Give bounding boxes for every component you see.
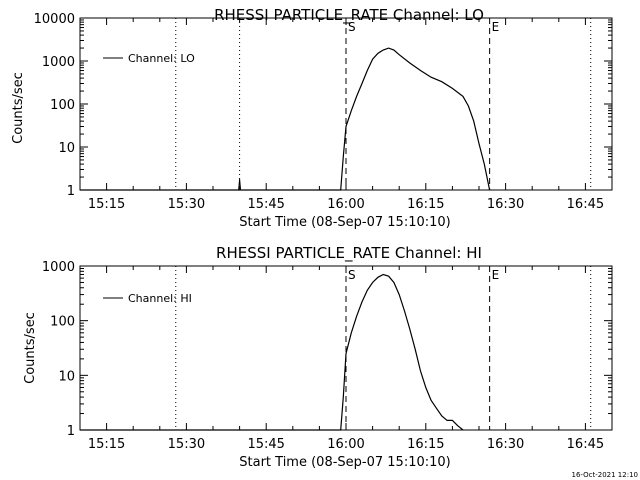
legend-label: Channel: LO bbox=[128, 52, 195, 65]
chart-panel-hi: RHESSI PARTICLE_RATE Channel: HI Start T… bbox=[23, 244, 613, 470]
y-tick-label: 100 bbox=[50, 98, 75, 113]
y-tick-label: 10 bbox=[58, 369, 75, 384]
y-tick-label: 1000 bbox=[42, 260, 75, 275]
x-tick-label: 15:45 bbox=[247, 197, 284, 212]
x-tick-label: 15:30 bbox=[168, 197, 205, 212]
x-tick-label: 16:45 bbox=[567, 437, 604, 452]
marker-label-s: S bbox=[348, 268, 356, 282]
y-tick-label: 1000 bbox=[42, 55, 75, 70]
chart-title: RHESSI PARTICLE_RATE Channel: LO bbox=[214, 6, 484, 25]
marker-label-e: E bbox=[492, 20, 500, 34]
x-tick-label: 15:15 bbox=[88, 197, 125, 212]
x-axis-label: Start Time (08-Sep-07 15:10:10) bbox=[239, 455, 450, 470]
marker-label-e: E bbox=[492, 268, 500, 282]
x-tick-label: 15:45 bbox=[247, 437, 284, 452]
y-axis-label: Counts/sec bbox=[11, 72, 26, 144]
y-tick-label: 1 bbox=[67, 184, 75, 199]
spike-mark bbox=[238, 178, 242, 191]
marker-label-s: S bbox=[348, 20, 356, 34]
x-axis-label: Start Time (08-Sep-07 15:10:10) bbox=[239, 215, 450, 230]
x-tick-label: 16:30 bbox=[487, 197, 524, 212]
x-tick-label: 16:15 bbox=[407, 437, 444, 452]
x-tick-label: 16:15 bbox=[407, 197, 444, 212]
x-tick-label: 16:00 bbox=[327, 437, 364, 452]
chart-panel-lo: RHESSI PARTICLE_RATE Channel: LO Start T… bbox=[11, 6, 613, 230]
y-tick-label: 10000 bbox=[34, 12, 75, 27]
x-tick-label: 16:00 bbox=[327, 197, 364, 212]
series-line bbox=[80, 273, 464, 431]
chart-title: RHESSI PARTICLE_RATE Channel: HI bbox=[216, 244, 482, 263]
y-tick-label: 1 bbox=[67, 424, 75, 439]
x-tick-label: 16:30 bbox=[487, 437, 524, 452]
legend-label: Channel: HI bbox=[128, 292, 192, 305]
x-tick-label: 15:30 bbox=[168, 437, 205, 452]
footer-timestamp: 16-Oct-2021 12:10 bbox=[572, 471, 638, 479]
y-tick-label: 10 bbox=[58, 141, 75, 156]
y-axis-label: Counts/sec bbox=[23, 312, 38, 384]
series-line bbox=[80, 47, 491, 191]
y-tick-label: 100 bbox=[50, 315, 75, 330]
x-tick-label: 15:15 bbox=[88, 437, 125, 452]
x-tick-label: 16:45 bbox=[567, 197, 604, 212]
